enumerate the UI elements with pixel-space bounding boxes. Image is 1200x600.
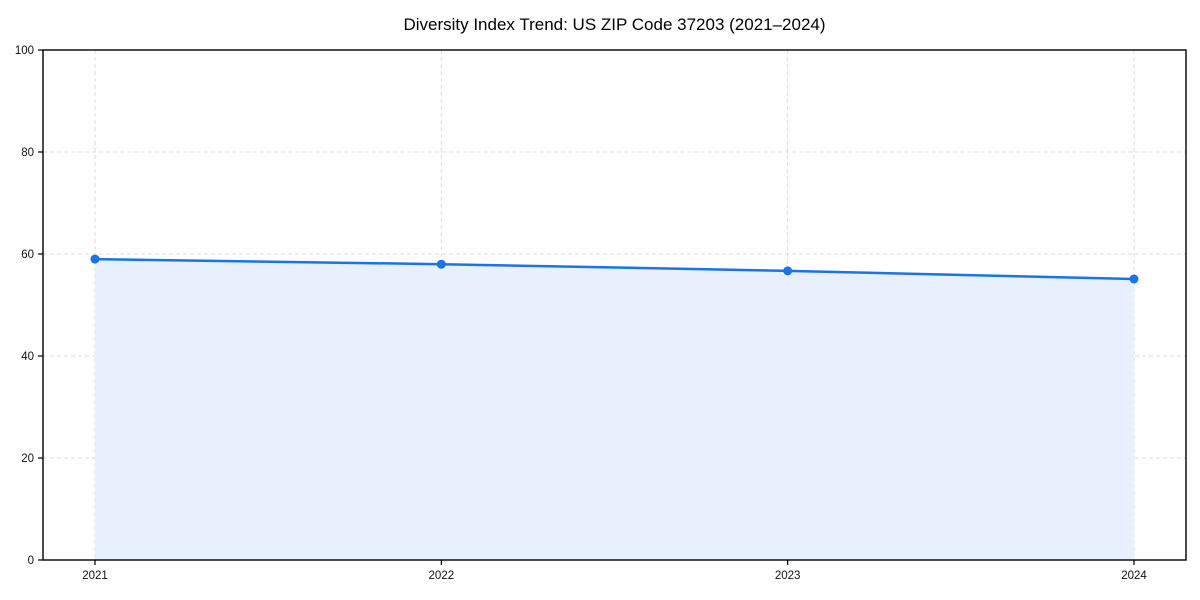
y-tick-label: 60 — [21, 249, 34, 261]
area-fill — [95, 259, 1134, 560]
data-point-2022 — [436, 259, 446, 269]
x-tick-label: 2024 — [1121, 570, 1147, 582]
y-tick-label: 80 — [21, 147, 34, 159]
x-tick-label: 2022 — [429, 570, 455, 582]
x-axis: 2021 2022 2023 2024 — [82, 560, 1147, 582]
y-tick-label: 100 — [15, 45, 34, 57]
y-tick-label: 20 — [21, 453, 34, 465]
x-tick-label: 2023 — [775, 570, 801, 582]
plot-border — [42, 49, 1187, 561]
x-tick-label: 2021 — [82, 570, 108, 582]
data-point-2024 — [1129, 274, 1139, 284]
y-axis: 0 20 40 60 80 100 — [15, 45, 43, 567]
trend-line — [93, 257, 1136, 281]
data-point-2021 — [90, 254, 100, 264]
chart-title: Diversity Index Trend: US ZIP Code 37203… — [403, 15, 826, 34]
data-point-2023 — [783, 266, 793, 276]
y-tick-label: 40 — [21, 351, 34, 363]
y-tick-label: 0 — [28, 555, 34, 567]
